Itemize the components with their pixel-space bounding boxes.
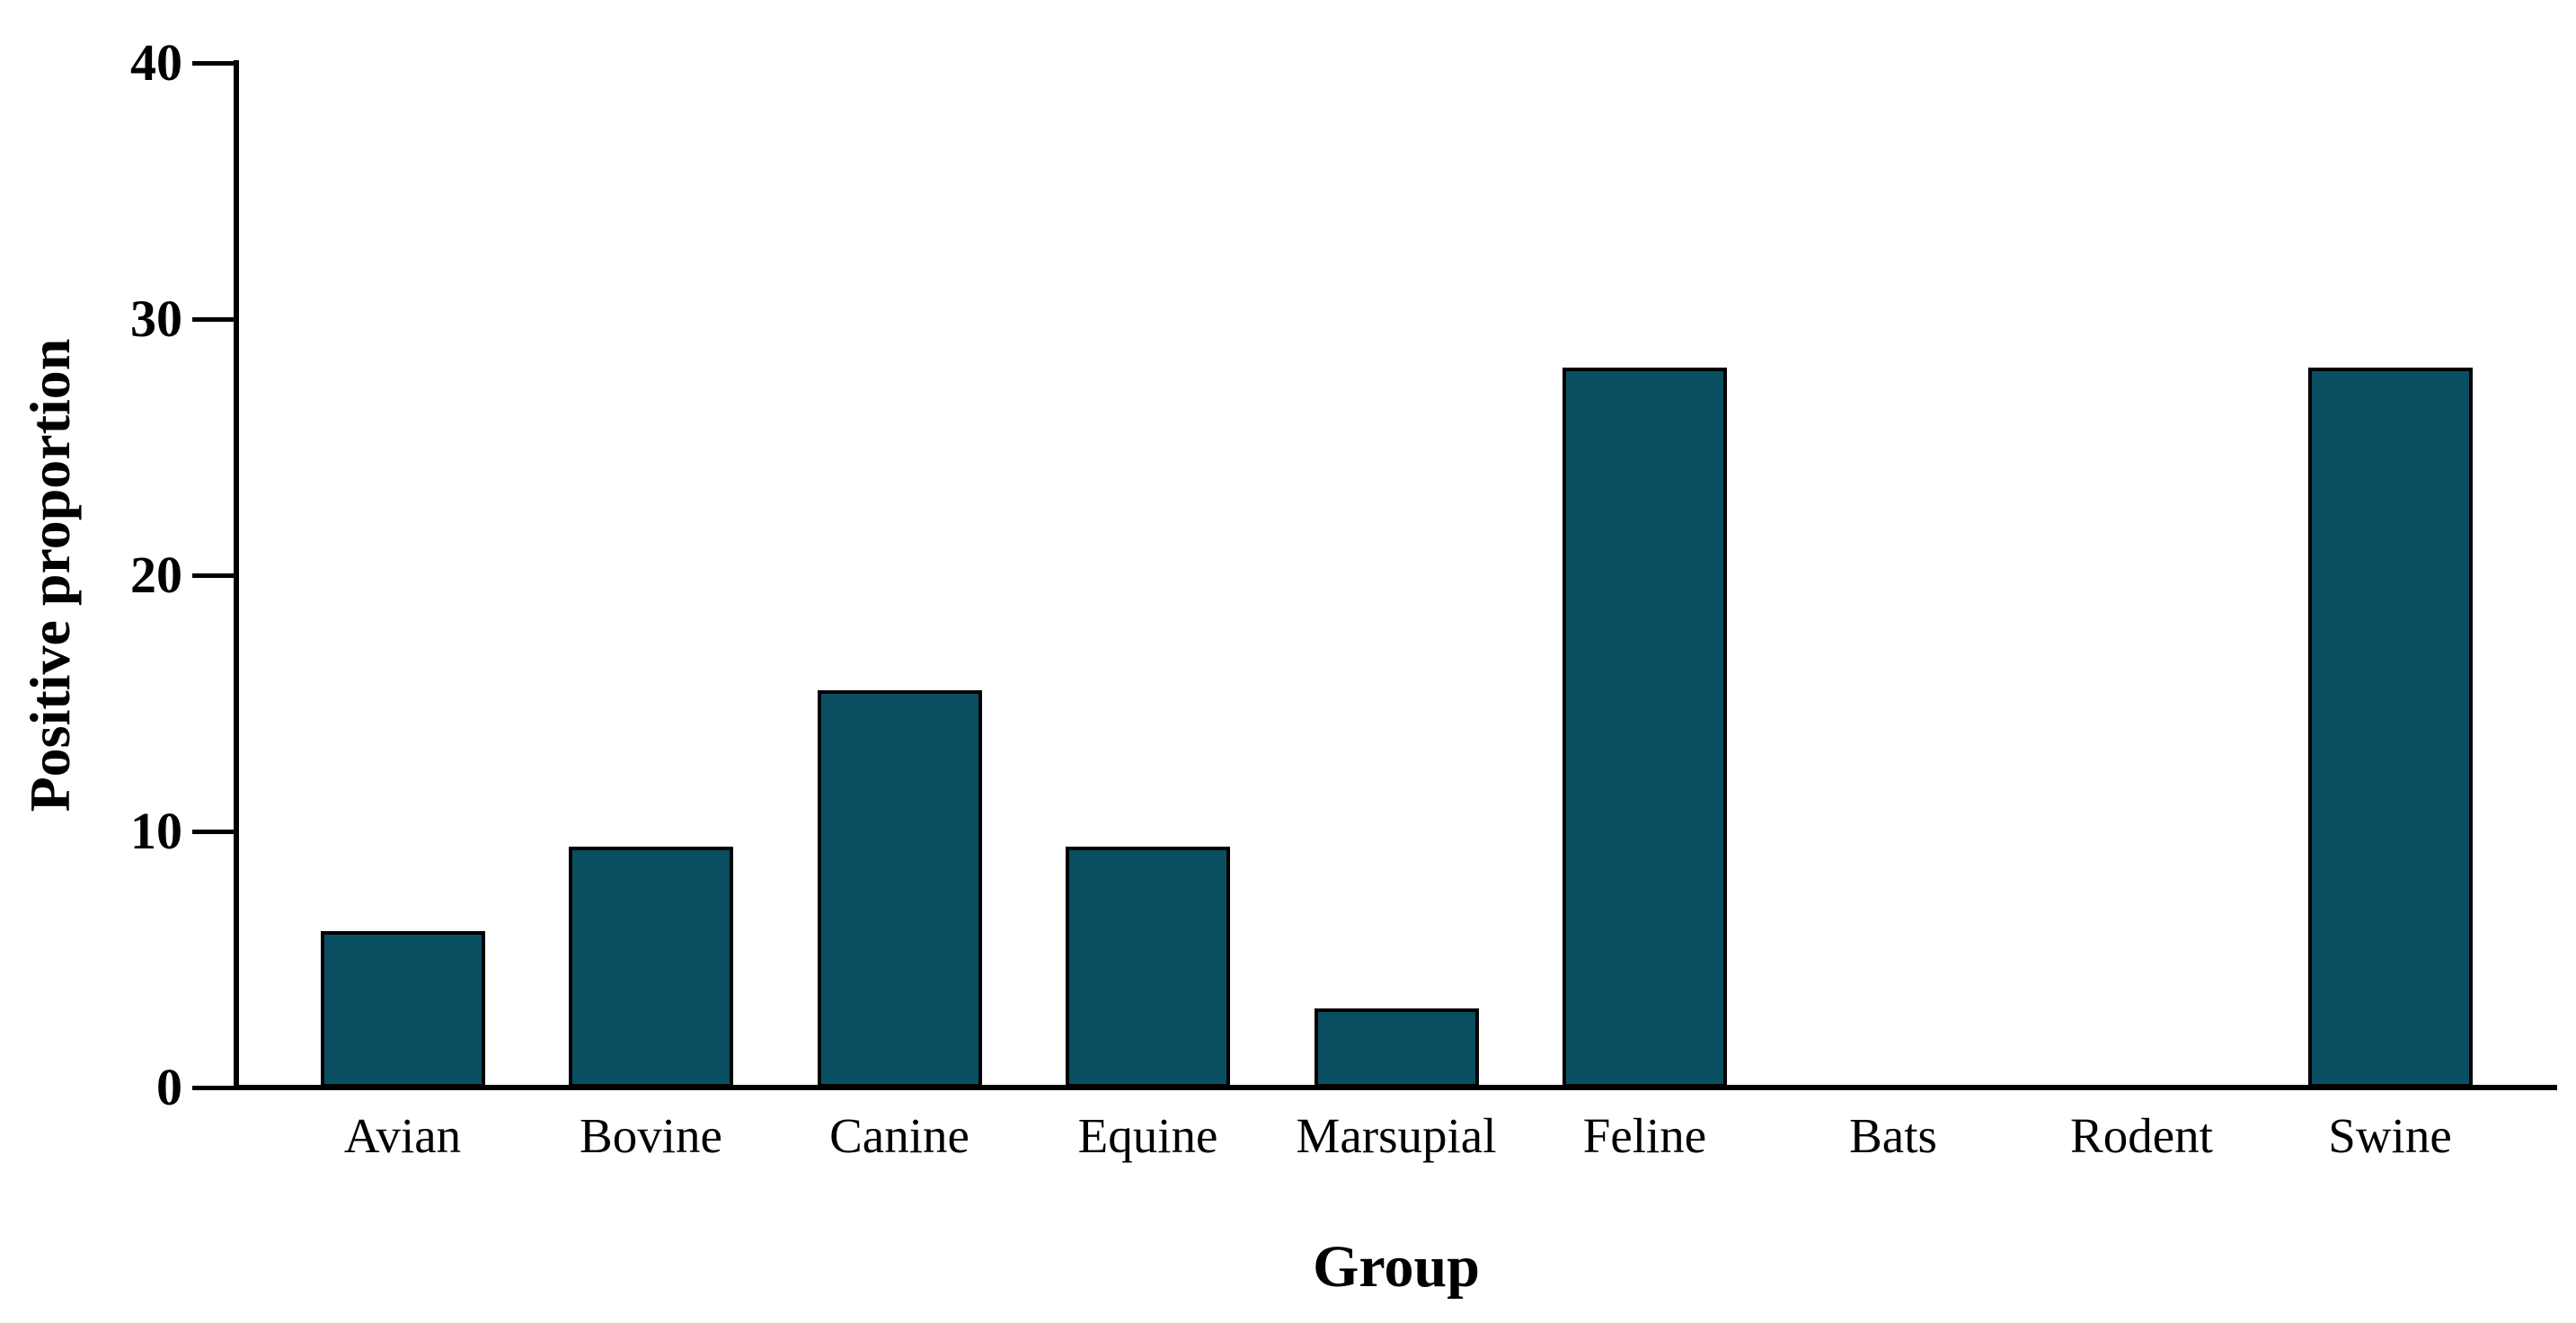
y-tick-mark-20 <box>192 573 234 578</box>
category-label-canine: Canine <box>829 1108 969 1163</box>
category-label-bovine: Bovine <box>580 1108 722 1163</box>
bar-equine <box>1066 847 1230 1088</box>
y-tick-label-10: 10 <box>130 802 182 860</box>
y-tick-label-0: 0 <box>156 1058 182 1116</box>
category-label-equine: Equine <box>1077 1108 1218 1163</box>
plot-area: 0 10 20 30 40 Avian Bovine Canine Equine Marsupi… <box>130 37 2557 1163</box>
bar-feline <box>1562 368 1727 1088</box>
bar-marsupial <box>1314 1008 1479 1088</box>
category-label-rodent: Rodent <box>2070 1108 2213 1163</box>
y-tick-mark-10 <box>192 829 234 834</box>
x-axis-line <box>234 1085 2557 1090</box>
category-label-feline: Feline <box>1582 1108 1707 1163</box>
y-tick-mark-0 <box>192 1085 234 1090</box>
x-axis-title: Group <box>1313 1234 1480 1300</box>
bar-swine <box>2307 368 2473 1088</box>
y-tick-label-20: 20 <box>130 546 182 604</box>
category-label-marsupial: Marsupial <box>1296 1108 1497 1163</box>
y-tick-label-30: 30 <box>130 289 182 348</box>
bar-bovine <box>569 847 733 1088</box>
category-label-swine: Swine <box>2328 1108 2452 1163</box>
y-tick-mark-30 <box>192 316 234 322</box>
category-label-avian: Avian <box>343 1108 462 1163</box>
y-tick-label-40: 40 <box>130 33 182 92</box>
bar-avian <box>320 931 485 1088</box>
y-axis-line <box>234 60 239 1090</box>
y-tick-mark-40 <box>192 60 234 66</box>
bar-canine <box>817 690 982 1088</box>
category-label-bats: Bats <box>1849 1108 1937 1163</box>
